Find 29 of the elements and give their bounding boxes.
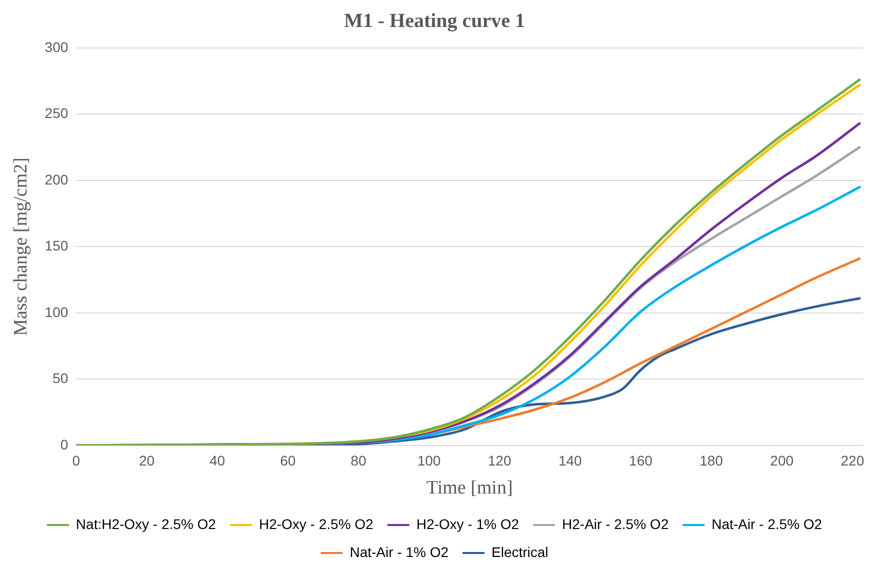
- y-axis-title: Mass change [mg/cm2]: [10, 158, 32, 336]
- y-tick-label: 300: [44, 38, 68, 55]
- y-tick-label: 200: [44, 171, 68, 188]
- x-tick-label: 140: [558, 452, 582, 469]
- x-tick-label: 20: [138, 452, 155, 469]
- legend-label: Nat:H2-Oxy - 2.5% O2: [76, 516, 216, 532]
- x-tick-label: 220: [840, 452, 864, 469]
- legend-label: Nat-Air - 2.5% O2: [712, 516, 822, 532]
- x-tick-label: 120: [488, 452, 512, 469]
- y-tick-label: 150: [44, 238, 68, 254]
- legend-label: H2-Oxy - 2.5% O2: [258, 516, 374, 532]
- legend-label: Electrical: [492, 544, 548, 560]
- x-tick-label: 40: [210, 452, 226, 469]
- legend-label: Nat-Air - 1% O2: [350, 544, 449, 560]
- x-tick-label: 80: [350, 452, 366, 469]
- y-tick-label: 50: [52, 370, 68, 386]
- x-tick-label: 100: [417, 452, 441, 469]
- legend-label: H2-Air - 2.5% O2: [562, 516, 669, 532]
- y-tick-label: 250: [44, 105, 68, 122]
- x-tick-label: 60: [280, 452, 296, 469]
- x-axis-title: Time [min]: [426, 478, 513, 499]
- legend-label: H2-Oxy - 1% O2: [416, 516, 520, 532]
- x-tick-label: 180: [700, 452, 724, 469]
- x-tick-label: 160: [629, 452, 653, 469]
- x-tick-label: 0: [72, 452, 80, 469]
- y-tick-label: 0: [60, 436, 68, 452]
- x-tick-label: 200: [770, 452, 794, 469]
- chart-title: M1 - Heating curve 1: [344, 10, 526, 32]
- y-tick-label: 100: [44, 304, 68, 320]
